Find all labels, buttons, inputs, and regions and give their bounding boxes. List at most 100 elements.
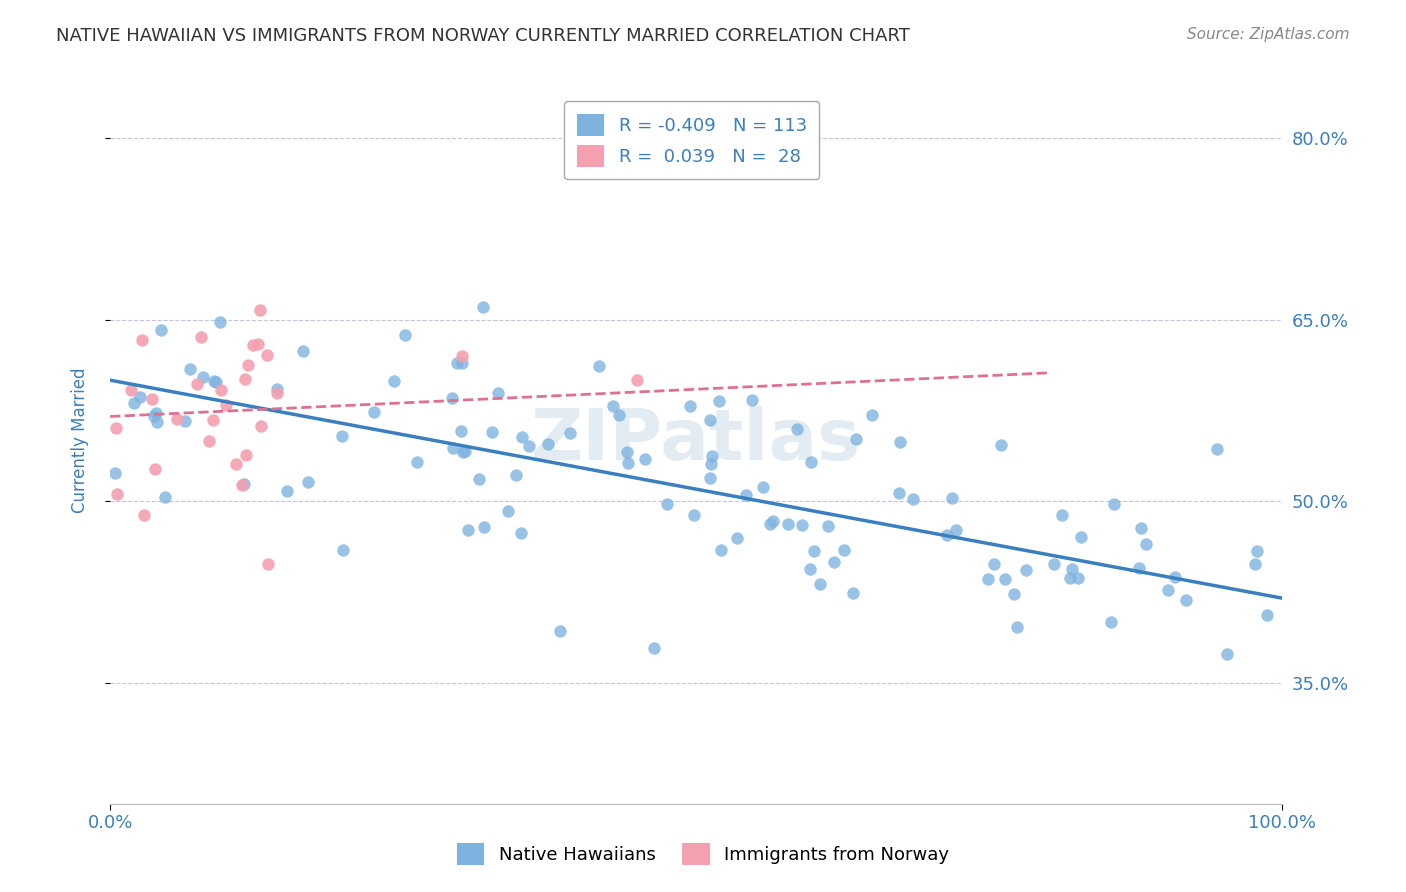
Point (235, 372, 257, 386)
Point (250, 418, 273, 433)
Point (242, 338, 264, 352)
Point (446, 356, 468, 370)
Point (1062, 562, 1084, 576)
Point (246, 336, 269, 351)
Point (1256, 607, 1278, 622)
Point (120, 383, 142, 397)
Point (186, 376, 208, 391)
Point (841, 586, 863, 600)
Point (510, 430, 533, 444)
Point (655, 497, 678, 511)
Text: NATIVE HAWAIIAN VS IMMIGRANTS FROM NORWAY CURRENTLY MARRIED CORRELATION CHART: NATIVE HAWAIIAN VS IMMIGRANTS FROM NORWA… (56, 27, 910, 45)
Point (457, 523, 479, 537)
Point (441, 441, 464, 455)
Text: Source: ZipAtlas.com: Source: ZipAtlas.com (1187, 27, 1350, 42)
Point (616, 444, 638, 458)
Point (817, 518, 839, 533)
Point (993, 572, 1015, 586)
Point (1059, 571, 1081, 585)
Point (472, 519, 495, 533)
Point (517, 438, 540, 452)
Point (454, 444, 477, 458)
Point (202, 374, 225, 388)
Point (236, 358, 259, 372)
Point (193, 369, 215, 384)
Point (451, 445, 474, 459)
Point (225, 457, 247, 471)
Point (297, 475, 319, 490)
Point (1015, 563, 1038, 577)
Point (292, 343, 315, 358)
Point (700, 449, 723, 463)
Point (235, 449, 257, 463)
Point (752, 480, 775, 494)
Point (536, 436, 558, 450)
Point (231, 478, 253, 492)
Point (134, 508, 156, 522)
Point (124, 396, 146, 410)
Point (699, 470, 721, 484)
Point (626, 373, 648, 387)
Point (1042, 558, 1064, 572)
Point (741, 393, 763, 408)
Point (1246, 544, 1268, 558)
Point (1244, 558, 1267, 572)
Point (1052, 508, 1074, 522)
Point (1164, 569, 1187, 583)
Point (149, 323, 172, 337)
Point (759, 517, 782, 532)
Point (983, 558, 1005, 572)
Point (803, 543, 825, 558)
Point (1216, 648, 1239, 662)
Point (174, 414, 197, 428)
Point (451, 356, 474, 370)
Point (699, 413, 721, 427)
Point (205, 375, 228, 389)
Point (786, 422, 808, 436)
Point (486, 386, 509, 401)
Point (266, 386, 288, 401)
Point (131, 333, 153, 347)
Point (128, 390, 150, 404)
Point (202, 413, 225, 427)
Point (1205, 442, 1227, 456)
Point (145, 406, 167, 420)
Legend: Native Hawaiians, Immigrants from Norway: Native Hawaiians, Immigrants from Norway (449, 834, 957, 874)
Text: ZIPatlas: ZIPatlas (531, 406, 860, 475)
Point (266, 382, 288, 396)
Point (941, 491, 963, 505)
Point (505, 467, 527, 482)
Point (683, 508, 706, 523)
Point (481, 425, 503, 439)
Point (945, 523, 967, 537)
Point (179, 361, 201, 376)
Point (1070, 530, 1092, 544)
Point (406, 455, 429, 469)
Point (643, 640, 665, 655)
Point (762, 514, 785, 528)
Point (1067, 571, 1090, 585)
Point (936, 527, 959, 541)
Point (143, 462, 166, 476)
Point (710, 543, 733, 558)
Point (725, 531, 748, 545)
Point (548, 624, 571, 638)
Point (472, 300, 495, 314)
Point (808, 577, 831, 591)
Point (889, 485, 911, 500)
Point (198, 434, 221, 448)
Point (105, 487, 128, 501)
Point (607, 408, 630, 422)
Point (332, 542, 354, 557)
Point (330, 429, 353, 443)
Point (257, 557, 280, 571)
Point (363, 405, 385, 419)
Point (602, 399, 624, 413)
Point (1157, 582, 1180, 597)
Point (441, 391, 464, 405)
Point (799, 562, 821, 576)
Point (889, 434, 911, 449)
Point (1102, 497, 1125, 511)
Point (141, 392, 163, 406)
Point (860, 408, 883, 422)
